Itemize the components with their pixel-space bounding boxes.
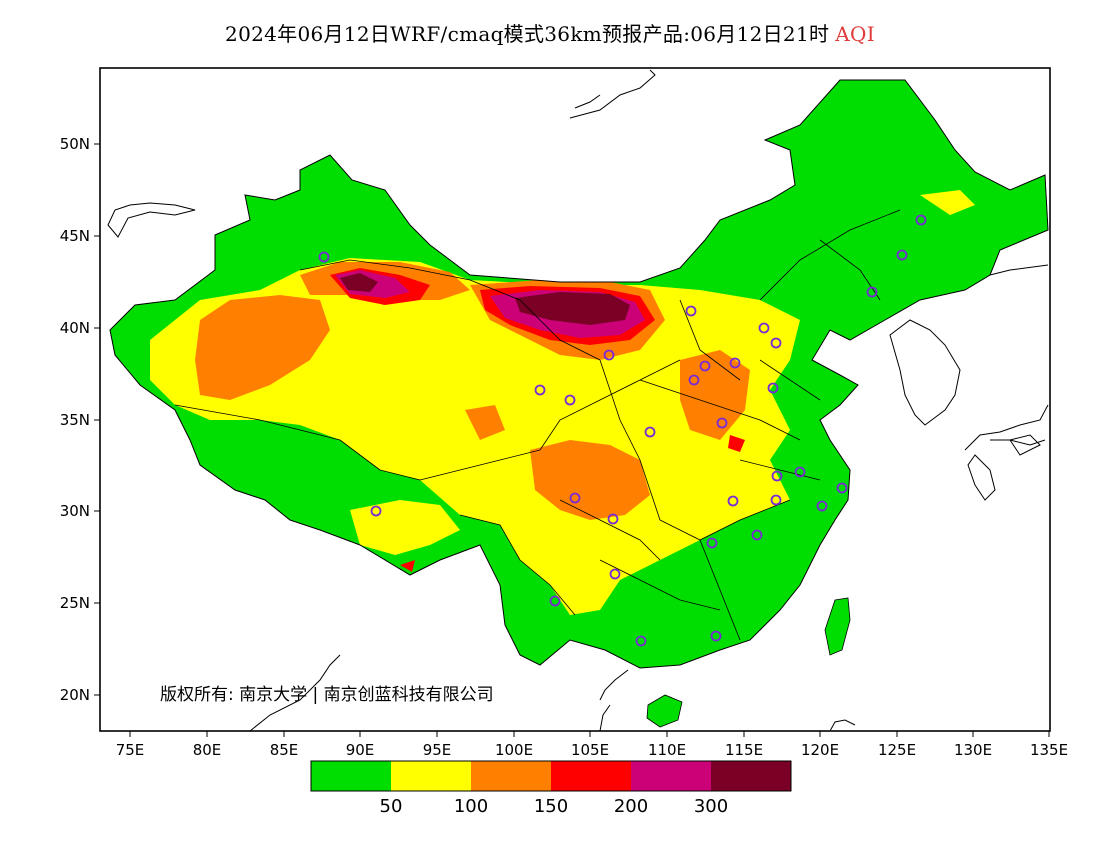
city-marker bbox=[569, 492, 581, 504]
city-marker bbox=[710, 630, 722, 642]
city-marker bbox=[836, 482, 848, 494]
city-marker bbox=[603, 349, 615, 361]
legend-label: 100 bbox=[454, 796, 488, 817]
lon-tick-label: 115E bbox=[725, 741, 763, 759]
legend-swatch bbox=[391, 761, 471, 791]
city-marker bbox=[896, 249, 908, 261]
legend-label: 50 bbox=[380, 796, 403, 817]
title-text: 2024年06月12日WRF/cmaq模式36km预报产品:06月12日21时 bbox=[225, 22, 830, 46]
title-variable: AQI bbox=[835, 22, 875, 46]
color-legend: 50 100 150 200 300 bbox=[310, 760, 792, 817]
lon-tick-label: 120E bbox=[801, 741, 839, 759]
city-marker bbox=[751, 529, 763, 541]
city-marker bbox=[607, 513, 619, 525]
city-marker bbox=[688, 374, 700, 386]
city-marker bbox=[915, 214, 927, 226]
city-marker bbox=[770, 337, 782, 349]
city-marker bbox=[816, 500, 828, 512]
aqi-usg-west bbox=[195, 295, 330, 400]
aqi-unhealthy-henan bbox=[728, 435, 745, 452]
aqi-usg-qinghai bbox=[465, 405, 505, 440]
lon-tick-label: 75E bbox=[116, 741, 145, 759]
legend-swatch bbox=[711, 761, 791, 791]
province-borders bbox=[174, 209, 901, 641]
city-marker bbox=[716, 417, 728, 429]
lon-tick-label: 130E bbox=[954, 741, 992, 759]
aqi-hazardous-north bbox=[340, 273, 378, 292]
lon-tick-label: 110E bbox=[648, 741, 686, 759]
city-marker bbox=[866, 286, 878, 298]
lat-tick-label: 25N bbox=[60, 594, 90, 612]
aqi-moderate-south bbox=[350, 500, 460, 555]
legend-swatch bbox=[311, 761, 391, 791]
city-markers bbox=[318, 214, 927, 647]
china-outline bbox=[109, 79, 1049, 669]
city-marker bbox=[564, 394, 576, 406]
legend-label: 300 bbox=[694, 796, 728, 817]
legend-swatch bbox=[471, 761, 551, 791]
legend-label: 150 bbox=[534, 796, 568, 817]
aqi-hazardous-innermongolia bbox=[515, 292, 630, 325]
lat-tick-label: 20N bbox=[60, 686, 90, 704]
lat-tick-label: 50N bbox=[60, 135, 90, 153]
city-marker bbox=[771, 470, 783, 482]
city-marker bbox=[758, 322, 770, 334]
taiwan-island bbox=[824, 597, 851, 656]
lon-axis: 75E 80E 85E 90E 95E 100E 105E 110E 115E … bbox=[116, 731, 1068, 759]
legend-swatch bbox=[631, 761, 711, 791]
city-marker bbox=[318, 251, 330, 263]
hainan-island bbox=[646, 694, 683, 728]
lon-tick-label: 80E bbox=[193, 741, 222, 759]
legend-label: 200 bbox=[614, 796, 648, 817]
plot-frame bbox=[99, 67, 1051, 732]
lon-tick-label: 95E bbox=[423, 741, 452, 759]
lon-tick-label: 85E bbox=[270, 741, 299, 759]
city-marker bbox=[706, 537, 718, 549]
legend-frame bbox=[310, 760, 792, 792]
lon-tick-label: 100E bbox=[495, 741, 533, 759]
legend-swatch bbox=[551, 761, 631, 791]
lat-tick-label: 45N bbox=[60, 227, 90, 245]
city-marker bbox=[767, 382, 779, 394]
aqi-usg-northchina bbox=[680, 350, 750, 440]
city-marker bbox=[609, 568, 621, 580]
city-marker bbox=[727, 495, 739, 507]
city-marker bbox=[635, 635, 647, 647]
aqi-unhealthy-tibet bbox=[400, 560, 415, 572]
lon-tick-label: 90E bbox=[346, 741, 375, 759]
city-marker bbox=[644, 426, 656, 438]
copyright-notice: 版权所有: 南京大学 | 南京创蓝科技有限公司 bbox=[160, 685, 494, 705]
city-marker bbox=[534, 384, 546, 396]
lat-tick-label: 30N bbox=[60, 502, 90, 520]
city-marker bbox=[699, 360, 711, 372]
aqi-moderate-northeast bbox=[920, 190, 975, 215]
neighbor-coastlines bbox=[107, 69, 1049, 731]
lon-tick-label: 125E bbox=[878, 741, 916, 759]
city-marker bbox=[794, 466, 806, 478]
city-marker bbox=[370, 505, 382, 517]
city-marker bbox=[729, 357, 741, 369]
map-title: 2024年06月12日WRF/cmaq模式36km预报产品:06月12日21时 A… bbox=[0, 18, 1100, 47]
city-marker bbox=[770, 494, 782, 506]
lat-axis: 50N 45N 40N 35N 30N 25N 20N bbox=[60, 135, 100, 704]
city-marker bbox=[685, 305, 697, 317]
lat-tick-label: 35N bbox=[60, 411, 90, 429]
lat-tick-label: 40N bbox=[60, 319, 90, 337]
lon-tick-label: 105E bbox=[571, 741, 609, 759]
city-marker bbox=[549, 595, 561, 607]
lon-tick-label: 135E bbox=[1030, 741, 1068, 759]
